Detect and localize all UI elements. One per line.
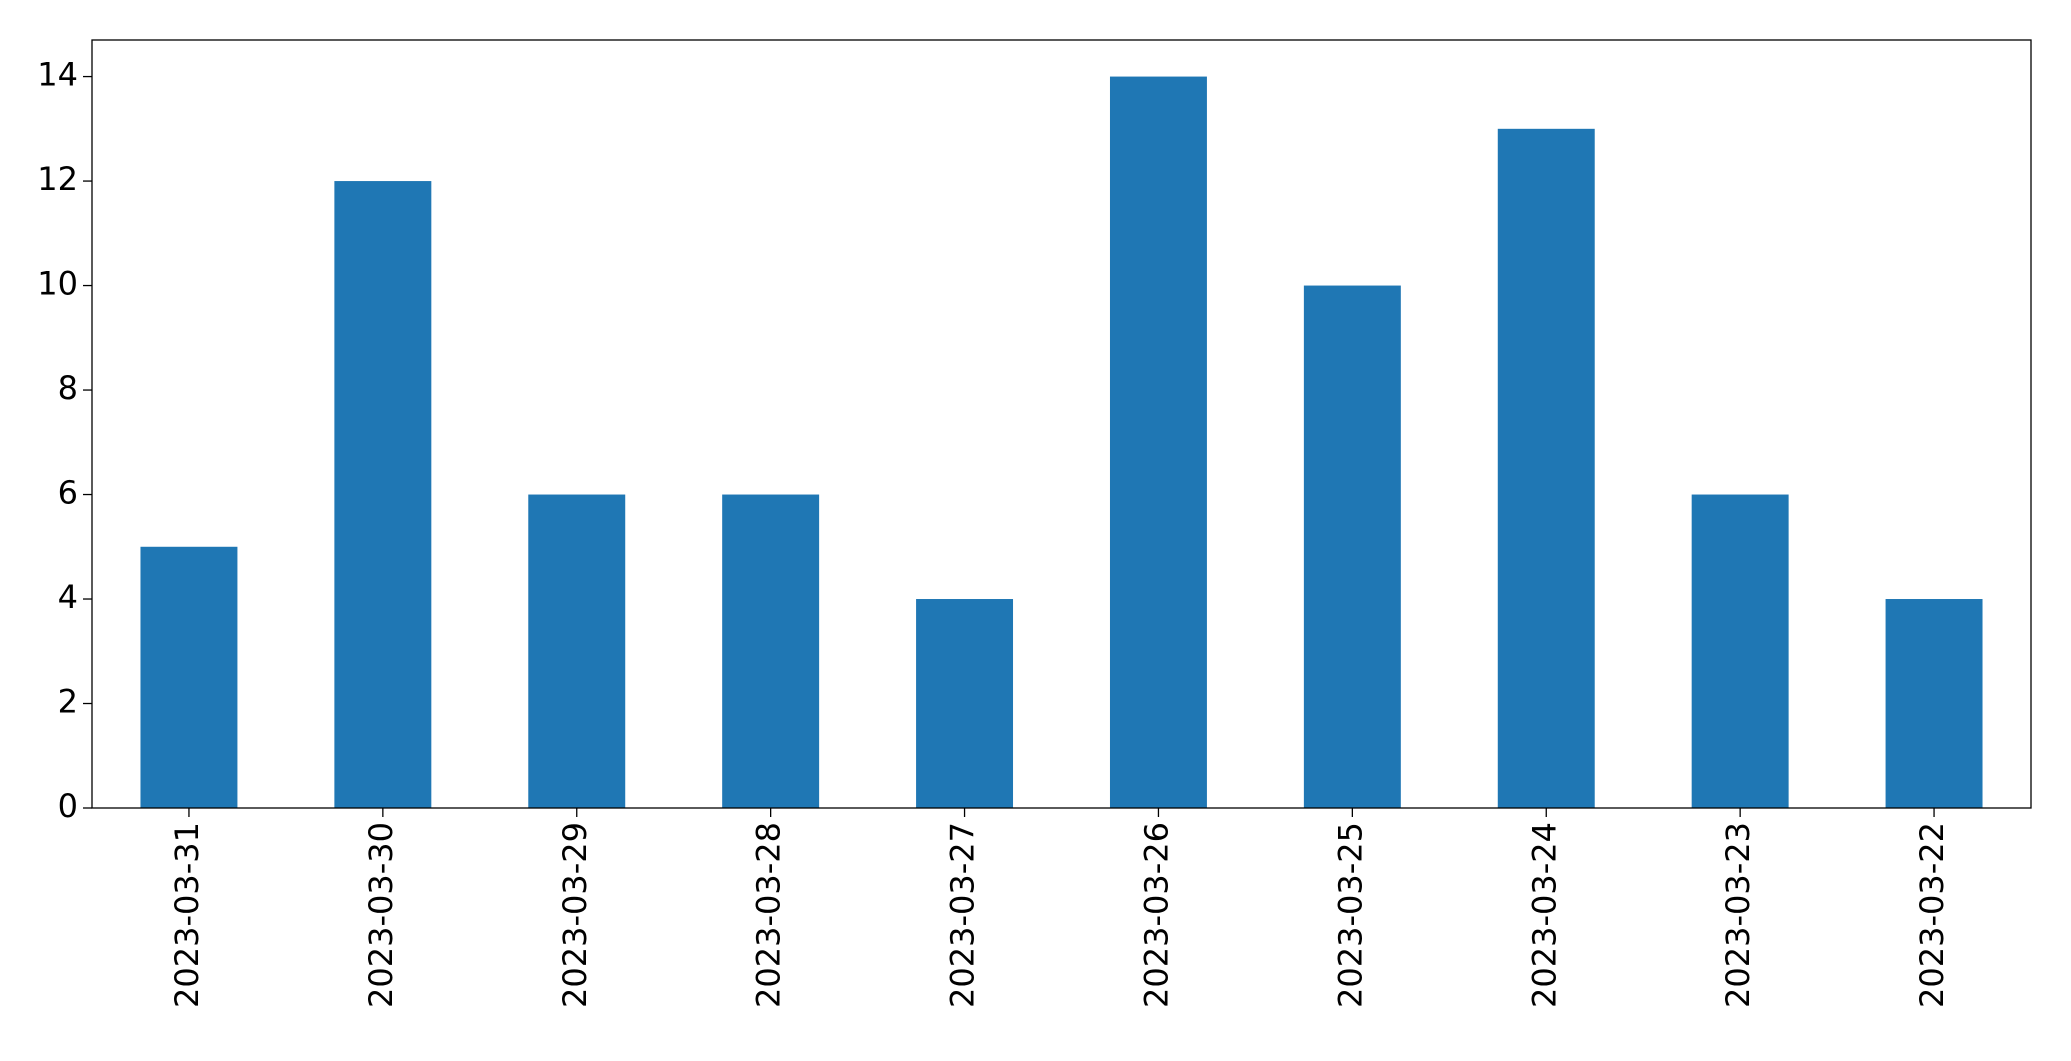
y-tick-label: 4 [58, 578, 78, 616]
x-tick-label: 2023-03-28 [750, 822, 788, 1008]
bar [334, 181, 432, 808]
x-tick-label: 2023-03-27 [944, 822, 982, 1008]
x-tick-label: 2023-03-25 [1331, 822, 1369, 1008]
bar [1885, 599, 1983, 808]
x-tick-label: 2023-03-31 [168, 822, 206, 1008]
bar [140, 546, 238, 808]
y-tick-label: 8 [58, 369, 78, 407]
x-tick-label: 2023-03-24 [1525, 822, 1563, 1008]
y-tick-label: 10 [37, 265, 78, 303]
x-tick-label: 2023-03-26 [1137, 822, 1175, 1008]
bar [1691, 494, 1789, 808]
x-tick-label: 2023-03-23 [1719, 822, 1757, 1008]
y-tick-label: 14 [37, 56, 78, 94]
x-tick-label: 2023-03-29 [556, 822, 594, 1008]
x-tick-label: 2023-03-22 [1913, 822, 1951, 1008]
y-tick-label: 12 [37, 160, 78, 198]
bar [528, 494, 626, 808]
y-tick-label: 0 [58, 787, 78, 825]
bar [1109, 76, 1207, 809]
y-tick-label: 6 [58, 474, 78, 512]
bar [1497, 128, 1595, 808]
x-tick-label: 2023-03-30 [362, 822, 400, 1008]
bar [916, 599, 1014, 808]
bar [1303, 285, 1401, 808]
axes-frame [91, 39, 2032, 809]
bar [722, 494, 820, 808]
y-tick-label: 2 [58, 683, 78, 721]
